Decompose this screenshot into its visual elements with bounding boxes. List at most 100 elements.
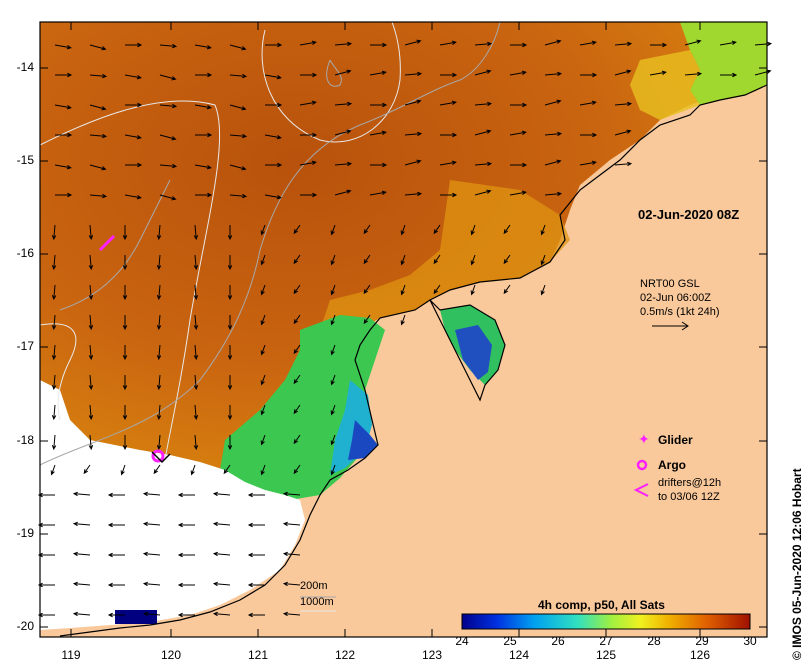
drifter-track [151, 451, 171, 464]
current-arrow [433, 224, 441, 235]
current-arrow [177, 552, 195, 558]
current-arrow [193, 404, 199, 421]
current-arrow [89, 73, 108, 79]
current-arrow [107, 612, 125, 618]
current-arrow [177, 582, 195, 588]
longitude-tick-label: 121 [247, 648, 269, 662]
current-arrow [122, 285, 128, 301]
current-arrow [229, 44, 247, 51]
current-arrow [247, 552, 265, 558]
colorbar-tick-label: 24 [455, 634, 469, 648]
current-arrow [400, 284, 406, 296]
current-arrow [503, 284, 511, 295]
current-arrow [37, 522, 55, 528]
current-arrow [299, 160, 317, 166]
current-arrow [474, 161, 493, 167]
current-arrow [229, 104, 247, 111]
current-arrow [227, 345, 233, 361]
contour-1000m-c [39, 323, 77, 421]
current-arrow [293, 374, 301, 385]
current-arrow [88, 284, 94, 301]
current-arrow [89, 44, 107, 51]
current-arrow [404, 71, 423, 77]
colorbar-tick-label: 30 [743, 634, 757, 648]
plot-frame [39, 21, 768, 638]
current-arrow [474, 69, 492, 76]
current-arrow [153, 464, 161, 475]
current-arrow [334, 101, 353, 107]
colorbar-title: 4h comp, p50, All Sats [538, 598, 665, 612]
current-arrow [54, 104, 72, 110]
current-arrow [193, 434, 199, 451]
current-arrow [369, 190, 387, 196]
current-arrow [120, 464, 126, 476]
argo-legend-icon [636, 459, 648, 471]
current-arrow [89, 193, 108, 199]
current-arrow [540, 224, 546, 236]
current-arrow [404, 131, 423, 137]
current-arrow [122, 375, 128, 391]
current-arrow [293, 284, 301, 295]
current-arrow [124, 134, 142, 140]
current-arrow [88, 404, 94, 421]
current-arrow [334, 69, 352, 76]
colorbar-tick-label: 25 [503, 634, 517, 648]
current-arrow [544, 39, 562, 46]
current-arrow [440, 192, 458, 198]
current-arrow [159, 194, 177, 201]
current-arrow [540, 284, 546, 296]
current-arrow [177, 492, 195, 498]
current-arrow [299, 100, 317, 106]
current-arrow [159, 103, 178, 109]
current-arrow [51, 374, 57, 391]
current-arrow [142, 551, 161, 557]
current-arrow [293, 434, 301, 445]
current-arrow [156, 344, 162, 361]
current-arrow [122, 315, 128, 331]
current-arrow [159, 74, 177, 81]
argo-float [151, 449, 165, 463]
current-arrow [510, 162, 528, 168]
current-arrow [142, 491, 161, 497]
current-arrow [470, 254, 476, 266]
timestamp-label: 02-Jun-2020 08Z [638, 207, 740, 222]
current-arrow [470, 284, 476, 296]
longitude-tick-label: 126 [689, 648, 711, 662]
current-arrow [195, 72, 213, 78]
current-arrow [156, 374, 162, 391]
current-arrow [684, 71, 703, 77]
current-arrow [649, 70, 667, 76]
current-arrow [544, 191, 563, 197]
current-arrow [177, 612, 195, 618]
ne-coast-green [680, 22, 767, 105]
current-arrow [156, 404, 162, 421]
argo-legend-label: Argo [658, 458, 686, 472]
current-arrow [107, 492, 125, 498]
current-arrow [51, 224, 57, 241]
current-arrow [37, 582, 55, 588]
current-arrow [510, 102, 528, 108]
latitude-tick-label: -14 [16, 60, 34, 74]
current-vectors [37, 39, 773, 618]
cold-patch [115, 610, 157, 624]
current-arrow [330, 374, 336, 386]
contour-200m [39, 21, 501, 466]
current-arrow [260, 314, 266, 326]
current-arrow [265, 162, 283, 168]
current-arrow [474, 129, 492, 136]
current-arrow [194, 104, 212, 110]
current-arrow [300, 72, 318, 78]
current-arrow [88, 254, 94, 271]
current-arrow [334, 161, 353, 167]
current-arrow [260, 344, 266, 356]
current-arrow [37, 552, 55, 558]
current-arrow [330, 254, 336, 266]
current-arrow [193, 254, 199, 271]
current-arrow [156, 224, 162, 241]
current-arrow [614, 101, 633, 107]
current-arrow [439, 40, 457, 46]
current-arrow [89, 133, 108, 139]
current-arrow [72, 611, 91, 617]
